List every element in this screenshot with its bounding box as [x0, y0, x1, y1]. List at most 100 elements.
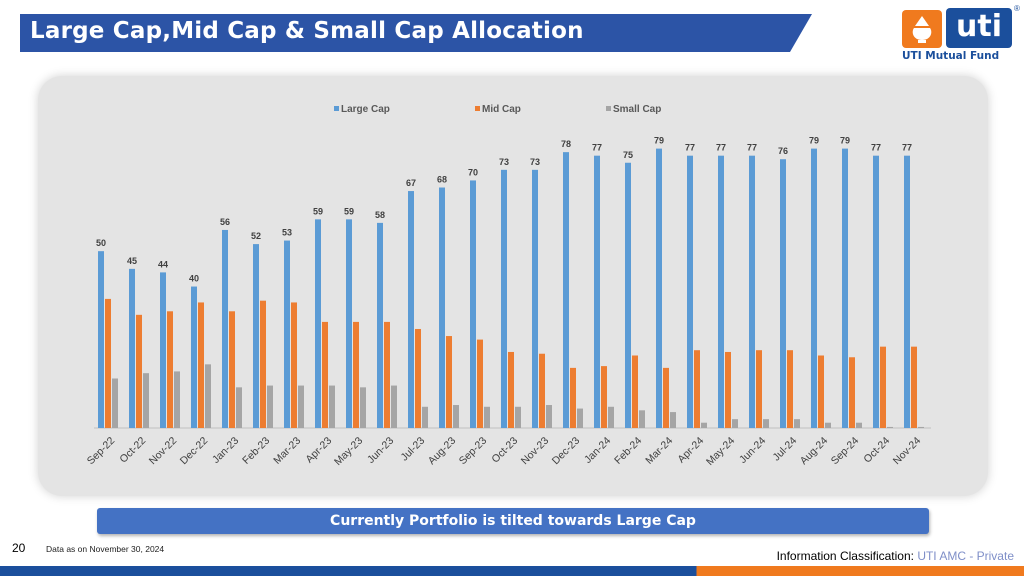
classification-label: Information Classification: — [776, 549, 918, 563]
x-tick-label-oct-22: Oct-22 — [117, 435, 148, 466]
bar-mid-cap-aug-24 — [818, 355, 824, 428]
logo-wordmark: uti — [946, 8, 1012, 48]
information-classification: Information Classification: UTI AMC - Pr… — [777, 549, 1014, 563]
x-tick-label-dec-23: Dec-23 — [550, 435, 583, 468]
x-tick-label-apr-23: Apr-23 — [303, 435, 334, 466]
bar-mid-cap-sep-22 — [105, 298, 111, 428]
bar-large-cap-nov-23 — [532, 169, 538, 428]
bar-large-cap-feb-23 — [253, 244, 259, 428]
bar-mid-cap-sep-23 — [477, 339, 483, 428]
x-tick-label-jun-23: Jun-23 — [365, 435, 396, 466]
x-tick-label-jun-24: Jun-24 — [737, 435, 768, 466]
bar-mid-cap-aug-23 — [446, 336, 452, 428]
title-bar-shape — [20, 14, 812, 52]
x-tick-label-oct-24: Oct-24 — [861, 435, 892, 466]
bar-mid-cap-mar-23 — [291, 302, 297, 428]
bar-small-cap-mar-24 — [670, 412, 676, 428]
data-label-mar-23: 53 — [282, 228, 292, 238]
bar-mid-cap-nov-24 — [911, 346, 917, 428]
x-tick-label-may-24: May-24 — [704, 435, 737, 468]
bar-small-cap-apr-24 — [701, 422, 707, 428]
bar-large-cap-aug-24 — [811, 148, 817, 429]
bar-small-cap-dec-23 — [577, 408, 583, 428]
data-label-dec-23: 78 — [561, 139, 571, 149]
x-tick-label-sep-22: Sep-22 — [85, 435, 118, 468]
bar-small-cap-sep-22 — [112, 378, 118, 428]
bar-small-cap-nov-24 — [918, 426, 924, 428]
bar-small-cap-jan-23 — [236, 387, 242, 428]
bar-small-cap-nov-22 — [174, 371, 180, 428]
bar-mid-cap-apr-24 — [694, 350, 700, 428]
data-label-sep-23: 70 — [468, 167, 478, 177]
bar-large-cap-jun-23 — [377, 222, 383, 428]
data-label-jul-24: 76 — [778, 146, 788, 156]
bar-small-cap-sep-24 — [856, 422, 862, 428]
data-label-nov-24: 77 — [902, 143, 912, 153]
bar-small-cap-jan-24 — [608, 406, 614, 428]
data-label-oct-23: 73 — [499, 157, 509, 167]
bar-mid-cap-apr-23 — [322, 321, 328, 428]
bar-mid-cap-dec-23 — [570, 367, 576, 428]
x-tick-label-dec-22: Dec-22 — [178, 435, 211, 468]
bar-large-cap-mar-23 — [284, 240, 290, 428]
bar-small-cap-aug-23 — [453, 405, 459, 428]
data-label-feb-23: 52 — [251, 231, 261, 241]
data-label-may-23: 59 — [344, 206, 354, 216]
logo-registered-mark: ® — [1014, 4, 1020, 13]
bar-mid-cap-nov-23 — [539, 353, 545, 428]
data-label-aug-23: 68 — [437, 175, 447, 185]
legend-swatch-2 — [475, 106, 480, 111]
x-tick-label-aug-23: Aug-23 — [426, 435, 459, 468]
x-tick-label-jan-23: Jan-23 — [210, 435, 241, 466]
data-label-nov-23: 73 — [530, 157, 540, 167]
bar-small-cap-oct-22 — [143, 373, 149, 428]
logo-subtitle: UTI Mutual Fund — [902, 50, 1000, 62]
bar-large-cap-jan-24 — [594, 155, 600, 428]
bar-mid-cap-jun-24 — [756, 350, 762, 428]
data-label-jan-24: 77 — [592, 143, 602, 153]
bar-small-cap-nov-23 — [546, 405, 552, 428]
bar-small-cap-may-24 — [732, 419, 738, 428]
bar-large-cap-sep-23 — [470, 180, 476, 428]
data-label-dec-22: 40 — [189, 274, 199, 284]
footer-band — [0, 566, 1024, 576]
bar-mid-cap-may-23 — [353, 321, 359, 428]
bar-mid-cap-jul-23 — [415, 328, 421, 428]
bar-mid-cap-mar-24 — [663, 367, 669, 428]
data-label-jan-23: 56 — [220, 217, 230, 227]
bar-small-cap-sep-23 — [484, 406, 490, 428]
data-label-jul-23: 67 — [406, 178, 416, 188]
bar-large-cap-aug-23 — [439, 187, 445, 428]
data-label-feb-24: 75 — [623, 150, 633, 160]
logo-emblem-icon — [902, 10, 942, 48]
data-label-may-24: 77 — [716, 143, 726, 153]
bar-small-cap-feb-23 — [267, 385, 273, 428]
allocation-bar-chart: Large Cap Mid Cap Small Cap 50 Sep-22 45 Oct-2… — [85, 104, 931, 468]
x-tick-label-nov-23: Nov-23 — [519, 435, 552, 468]
bar-small-cap-jun-24 — [763, 419, 769, 428]
x-tick-label-aug-24: Aug-24 — [798, 435, 831, 468]
bar-small-cap-feb-24 — [639, 410, 645, 428]
bar-large-cap-apr-23 — [315, 219, 321, 428]
data-as-on-date: Data as on November 30, 2024 — [46, 544, 165, 554]
bar-large-cap-sep-22 — [98, 251, 104, 428]
bar-mid-cap-oct-24 — [880, 346, 886, 428]
bar-small-cap-jul-23 — [422, 406, 428, 428]
legend-swatch-3 — [606, 106, 611, 111]
chart-panel: Large Cap Mid Cap Small Cap 50 Sep-22 45 Oct-2… — [38, 76, 988, 496]
data-label-sep-22: 50 — [96, 238, 106, 248]
data-label-aug-24: 79 — [809, 136, 819, 146]
bar-large-cap-nov-24 — [904, 155, 910, 428]
x-tick-label-jul-24: Jul-24 — [770, 435, 799, 464]
x-tick-label-jan-24: Jan-24 — [582, 435, 613, 466]
x-tick-label-oct-23: Oct-23 — [489, 435, 520, 466]
bar-small-cap-apr-23 — [329, 385, 335, 428]
classification-value: UTI AMC - Private — [917, 549, 1014, 563]
bar-mid-cap-feb-23 — [260, 300, 266, 428]
x-tick-label-jul-23: Jul-23 — [398, 435, 427, 464]
data-label-nov-22: 44 — [158, 259, 168, 269]
bar-large-cap-feb-24 — [625, 162, 631, 428]
x-tick-label-mar-24: Mar-24 — [643, 435, 675, 467]
bar-large-cap-nov-22 — [160, 272, 166, 428]
bar-large-cap-mar-24 — [656, 148, 662, 429]
